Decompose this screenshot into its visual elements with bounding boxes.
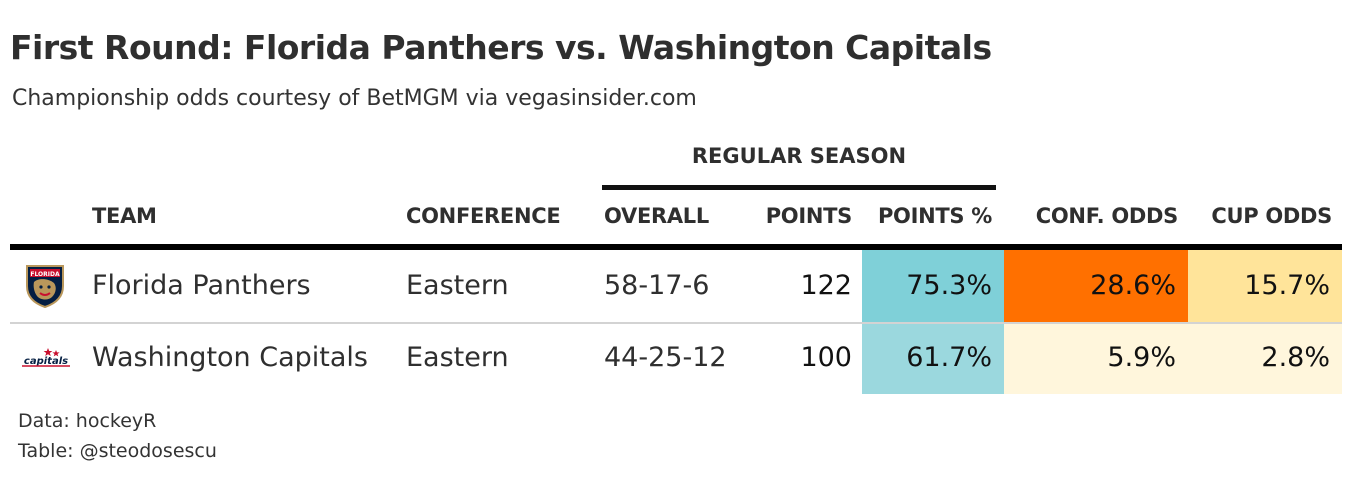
- cell-conf-odds: 5.9%: [1107, 342, 1176, 373]
- header-points: POINTS: [765, 204, 853, 228]
- credit-note: Table: @steodosescu: [18, 440, 217, 462]
- cell-bg-cup-odds: [1188, 250, 1342, 322]
- cell-bg-conf-odds: [1004, 324, 1188, 394]
- cell-cup-odds: 2.8%: [1261, 342, 1330, 373]
- florida-panthers-logo: FLORIDA: [26, 265, 64, 308]
- washington-capitals-logo: capitals: [22, 348, 70, 367]
- header-cup-odds: CUP ODDS: [1211, 204, 1332, 228]
- cell-points: 122: [800, 270, 852, 301]
- source-note: Data: hockeyR: [18, 410, 157, 432]
- cell-conf-odds: 28.6%: [1090, 270, 1176, 301]
- cell-team: Florida Panthers: [92, 270, 311, 301]
- row-separator: [10, 322, 1342, 324]
- cell-team: Washington Capitals: [92, 342, 368, 373]
- svg-text:capitals: capitals: [24, 356, 68, 367]
- cell-bg-points-pct: [862, 250, 1004, 322]
- header-overall: OVERALL: [604, 204, 709, 228]
- header-team: TEAM: [92, 204, 157, 228]
- cell-overall: 44-25-12: [604, 342, 727, 373]
- cell-points-pct: 61.7%: [906, 342, 992, 373]
- cell-conference: Eastern: [406, 270, 509, 301]
- cell-overall: 58-17-6: [604, 270, 710, 301]
- cell-bg-cup-odds: [1188, 324, 1342, 394]
- cell-points: 100: [800, 342, 852, 373]
- spanner-rule: [602, 185, 996, 190]
- cell-cup-odds: 15.7%: [1244, 270, 1330, 301]
- header-points-pct: POINTS %: [877, 204, 992, 228]
- header-rule: [10, 244, 1342, 250]
- cell-conference: Eastern: [406, 342, 509, 373]
- table-subtitle: Championship odds courtesy of BetMGM via…: [12, 86, 697, 111]
- spanner-label: REGULAR SEASON: [691, 144, 907, 168]
- header-conference: CONFERENCE: [406, 204, 561, 228]
- header-conf-odds: CONF. ODDS: [1035, 204, 1179, 228]
- cell-bg-conf-odds: [1004, 250, 1188, 322]
- cell-bg-points-pct: [862, 324, 1004, 394]
- svg-text:FLORIDA: FLORIDA: [30, 271, 60, 278]
- table-title: First Round: Florida Panthers vs. Washin…: [10, 28, 992, 67]
- cell-points-pct: 75.3%: [906, 270, 992, 301]
